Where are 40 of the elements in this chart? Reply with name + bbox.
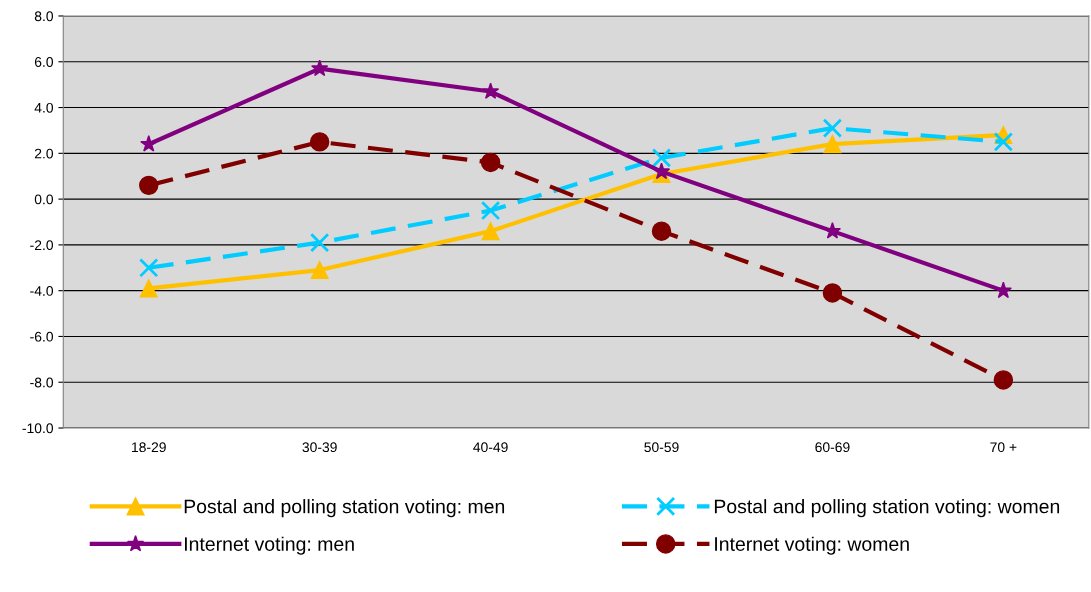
point: [139, 258, 159, 278]
y-tick-label: -10.0: [22, 423, 54, 434]
y-tick-label: 0.0: [34, 194, 54, 205]
x-tick-label: 50-59: [644, 442, 679, 453]
point: [480, 152, 501, 173]
point: [139, 175, 159, 196]
point: [139, 279, 158, 298]
point: [309, 232, 330, 253]
legend-label: Internet voting: men: [184, 536, 354, 555]
y-tick-label: -8.0: [30, 377, 54, 388]
y-tick-label: 8.0: [34, 11, 54, 22]
x-tick-label: 70 +: [990, 442, 1017, 453]
point: [993, 370, 1014, 390]
point: [823, 135, 842, 154]
point: [651, 148, 672, 168]
x-tick-label: 30-39: [302, 442, 337, 453]
point: [480, 200, 501, 221]
point: [823, 222, 842, 239]
legend-label: Internet voting: women: [715, 536, 909, 555]
point: [651, 221, 672, 241]
point: [309, 132, 330, 152]
y-tick-label: -6.0: [30, 331, 54, 342]
y-tick-label: 6.0: [34, 57, 54, 67]
legend-label: Postal and polling station voting: men: [184, 499, 505, 518]
legend-label: Postal and polling station voting: women: [714, 499, 1060, 518]
y-tick-label: 4.0: [34, 102, 54, 113]
point: [481, 222, 500, 241]
point: [822, 118, 843, 138]
x-tick-label: 40-49: [473, 442, 508, 453]
y-tick-label: 2.0: [34, 148, 54, 159]
x-tick-label: 18-29: [132, 442, 166, 453]
y-tick-label: -4.0: [30, 286, 54, 296]
point: [310, 261, 329, 280]
point: [481, 82, 500, 99]
y-tick-label: -2.0: [30, 240, 54, 251]
point: [993, 132, 1014, 152]
point: [311, 59, 329, 77]
x-tick-label: 60-69: [815, 442, 850, 453]
point: [140, 135, 158, 152]
point: [822, 283, 843, 303]
